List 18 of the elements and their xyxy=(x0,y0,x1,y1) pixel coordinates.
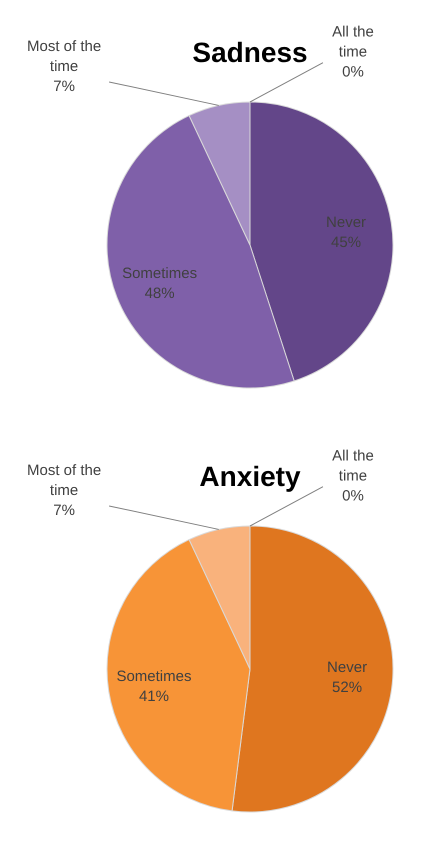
data-label: 41% xyxy=(138,688,169,706)
chart-title: Sadness xyxy=(192,37,308,68)
data-label: 48% xyxy=(144,284,175,302)
data-label: 7% xyxy=(53,502,75,519)
category-label: All the time xyxy=(332,448,374,485)
category-label: All the time xyxy=(332,24,374,61)
slice-label: Most of the time xyxy=(27,462,102,499)
slice-label: Never xyxy=(326,214,366,231)
data-label: 7% xyxy=(53,78,75,95)
slice-label: Never xyxy=(327,659,368,676)
slice-label: Sometimes xyxy=(116,668,192,686)
data-label: 45% xyxy=(331,234,362,251)
chart-title: Anxiety xyxy=(199,461,301,492)
text: 0% xyxy=(342,488,364,505)
text: 0% xyxy=(342,64,364,81)
slice-label: Most of the time xyxy=(27,38,102,75)
slice-label: Sometimes xyxy=(122,264,198,282)
data-label: 52% xyxy=(332,679,362,696)
